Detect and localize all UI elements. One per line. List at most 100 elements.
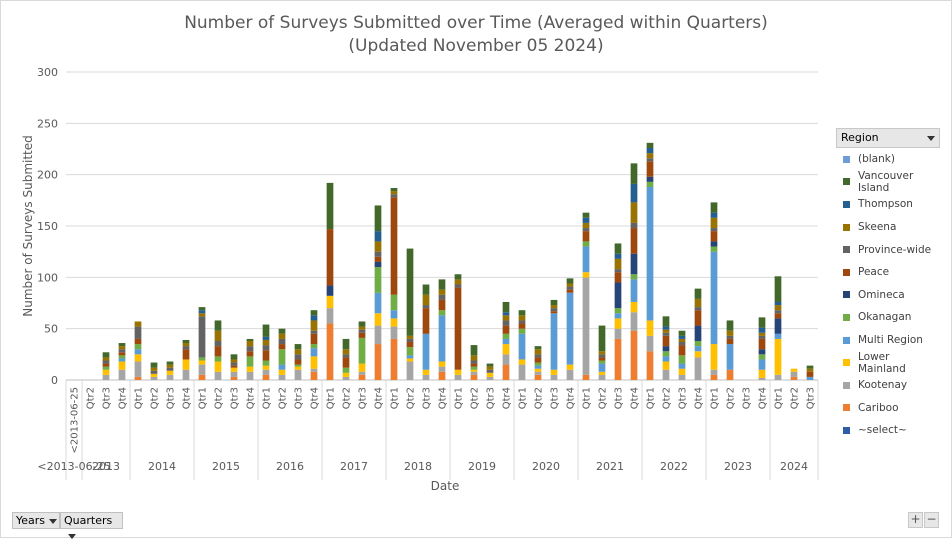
y-tick-label: 250: [37, 117, 58, 130]
bar-segment: [694, 288, 702, 299]
bar-segment: [502, 344, 510, 355]
legend-label: Skeena: [858, 221, 897, 234]
x-group-label: 2019: [468, 460, 496, 473]
bar-segment: [454, 374, 462, 380]
bar-segment: [486, 366, 494, 370]
bar-segment: [774, 374, 782, 380]
x-tick-label: Qtr1: [582, 387, 593, 409]
bar-segment: [758, 327, 766, 333]
bar-segment: [518, 315, 526, 321]
bar-segment: [694, 307, 702, 311]
collapse-button[interactable]: −: [924, 512, 939, 528]
legend-filter-button[interactable]: Region: [836, 128, 940, 148]
bar-segment: [166, 361, 174, 365]
bar-segment: [230, 359, 238, 363]
x-tick-label: Qtr3: [742, 387, 753, 409]
bar-segment: [150, 373, 158, 377]
bar-segment: [614, 328, 622, 339]
bar-segment: [134, 326, 142, 339]
y-axis-label: Number of Surveys Submitted: [21, 135, 35, 316]
bar-segment: [518, 364, 526, 380]
x-tick-label: Qtr3: [550, 387, 561, 409]
bar-segment: [198, 313, 206, 317]
bar-segment: [790, 368, 798, 372]
bar-segment: [806, 368, 814, 372]
bar-segment: [518, 320, 526, 324]
bar-segment: [246, 356, 254, 367]
bar-segment: [678, 355, 686, 364]
bar-segment: [758, 349, 766, 355]
x-tick-label: Qtr2: [726, 387, 737, 409]
bar-segment: [502, 338, 510, 345]
legend-swatch: [843, 381, 850, 389]
bar-segment: [486, 372, 494, 377]
bar-segment: [758, 335, 766, 339]
bar-segment: [182, 343, 190, 347]
bar-segment: [614, 308, 622, 314]
bar-segment: [550, 374, 558, 380]
legend-swatch: [843, 291, 850, 299]
bar-segment: [310, 333, 318, 345]
bar-segment: [262, 365, 270, 370]
bar-segment: [310, 320, 318, 331]
x-group-label: 2013: [92, 460, 120, 473]
bar-segment: [694, 298, 702, 308]
bar-segment: [406, 358, 414, 362]
bar-segment: [294, 349, 302, 355]
legend: Region (blank) Vancouver Island Thompson Sk…: [836, 128, 940, 442]
bar-segment: [102, 366, 110, 370]
bar-segment: [438, 310, 446, 316]
bar-segment: [502, 312, 510, 316]
x-tick-label: Qtr4: [694, 387, 705, 409]
quarters-field-button[interactable]: Quarters: [60, 512, 123, 539]
bar-segment: [518, 333, 526, 360]
x-group-label: 2018: [404, 460, 432, 473]
bar-segment: [502, 364, 510, 380]
bar-segment: [438, 371, 446, 380]
legend-item: Province-wide: [836, 238, 940, 261]
bar-segment: [118, 343, 126, 347]
bar-segment: [246, 346, 254, 352]
x-tick-label: Qtr4: [118, 387, 129, 409]
bar-segment: [358, 371, 366, 375]
bar-segment: [390, 326, 398, 339]
bar-segment: [198, 360, 206, 365]
bar-segment: [230, 367, 238, 372]
bar-segment: [470, 360, 478, 364]
bar-segment: [726, 369, 734, 380]
y-tick-label: 100: [37, 271, 58, 284]
bar-segment: [518, 310, 526, 316]
x-tick-label: Qtr4: [246, 387, 257, 409]
bar-segment: [454, 279, 462, 285]
legend-title: Region: [841, 131, 879, 144]
legend-item: Multi Region: [836, 329, 940, 352]
bar-segment: [662, 332, 670, 336]
bar-segment: [326, 308, 334, 324]
plus-icon: +: [910, 512, 921, 526]
bar-segment: [342, 376, 350, 380]
expand-button[interactable]: +: [908, 512, 923, 528]
legend-label: Lower Mainland: [858, 350, 906, 375]
bar-segment: [214, 356, 222, 362]
bar-segment: [726, 335, 734, 339]
legend-label: (blank): [858, 153, 895, 166]
bar-segment: [806, 371, 814, 377]
x-tick-label: Qtr3: [806, 387, 817, 409]
bar-segment: [390, 318, 398, 327]
bar-segment: [134, 361, 142, 377]
bar-segment: [598, 363, 606, 372]
legend-swatch: [843, 404, 850, 412]
bar-segment: [710, 374, 718, 380]
bar-segment: [246, 338, 254, 341]
years-field-button[interactable]: Years: [12, 512, 60, 529]
bar-segment: [374, 261, 382, 268]
bar-segment: [470, 363, 478, 367]
y-axis: 0 50 100 150 200 250 300: [37, 66, 58, 387]
bar-segment: [646, 153, 654, 159]
bar-segment: [230, 365, 238, 368]
bar-segment: [582, 222, 590, 229]
bar-segment: [246, 371, 254, 380]
bar-segment: [310, 371, 318, 380]
x-tick-label: Qtr3: [358, 387, 369, 409]
bar-segment: [214, 346, 222, 357]
